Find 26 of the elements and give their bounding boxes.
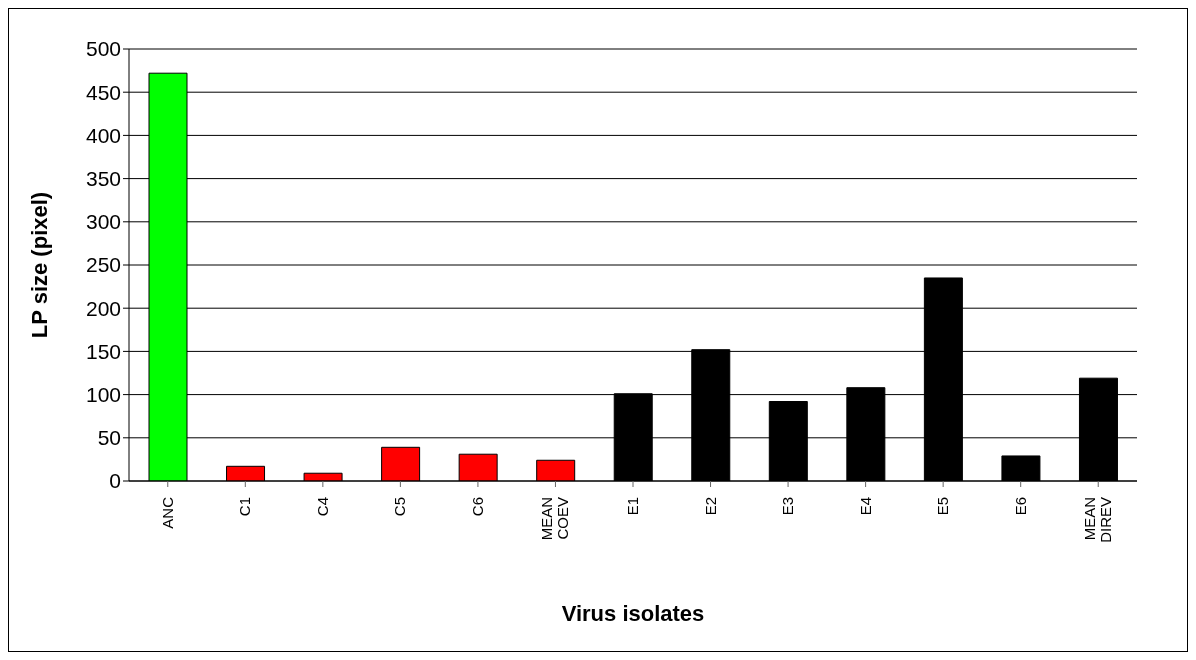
x-tick-label: E6 bbox=[1011, 497, 1029, 516]
y-tick-label: 100 bbox=[85, 383, 121, 407]
x-axis-title: Virus isolates bbox=[561, 601, 705, 626]
y-axis-title: LP size (pixel) bbox=[26, 191, 52, 339]
y-tick-label: 450 bbox=[85, 80, 121, 104]
x-tick-label: C5 bbox=[391, 497, 409, 517]
y-tick-label: 150 bbox=[85, 339, 121, 363]
y-tick-label: 50 bbox=[97, 426, 121, 450]
x-tick-label: E2 bbox=[701, 497, 719, 516]
x-tick-label: MEAN COEV bbox=[538, 497, 572, 541]
y-tick-label: 0 bbox=[109, 469, 121, 493]
y-tick-label: 250 bbox=[85, 253, 121, 277]
y-tick-label: 350 bbox=[85, 167, 121, 191]
x-tick-label: E3 bbox=[779, 497, 797, 516]
x-tick-label: E1 bbox=[624, 497, 641, 516]
x-tick-label: E4 bbox=[856, 497, 874, 516]
x-tick-label: E5 bbox=[934, 497, 952, 516]
x-tick-label: C4 bbox=[313, 497, 331, 517]
y-tick-label: 400 bbox=[85, 123, 121, 147]
x-tick-label: C1 bbox=[236, 497, 254, 517]
x-tick-label: C6 bbox=[468, 497, 486, 517]
x-tick-label: ANC bbox=[158, 496, 176, 529]
y-tick-label: 300 bbox=[85, 210, 121, 234]
y-tick-label: 200 bbox=[85, 296, 121, 320]
x-tick-label: MEAN DIREV bbox=[1081, 497, 1115, 543]
y-tick-label: 500 bbox=[85, 37, 121, 61]
